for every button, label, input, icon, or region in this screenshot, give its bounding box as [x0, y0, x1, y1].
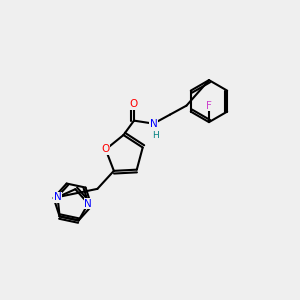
Text: H: H	[152, 130, 159, 140]
Text: O: O	[130, 99, 138, 109]
Text: N: N	[54, 192, 61, 202]
Text: F: F	[206, 100, 212, 111]
Text: N: N	[150, 118, 158, 129]
Text: O: O	[101, 145, 110, 154]
Text: N: N	[84, 199, 92, 208]
